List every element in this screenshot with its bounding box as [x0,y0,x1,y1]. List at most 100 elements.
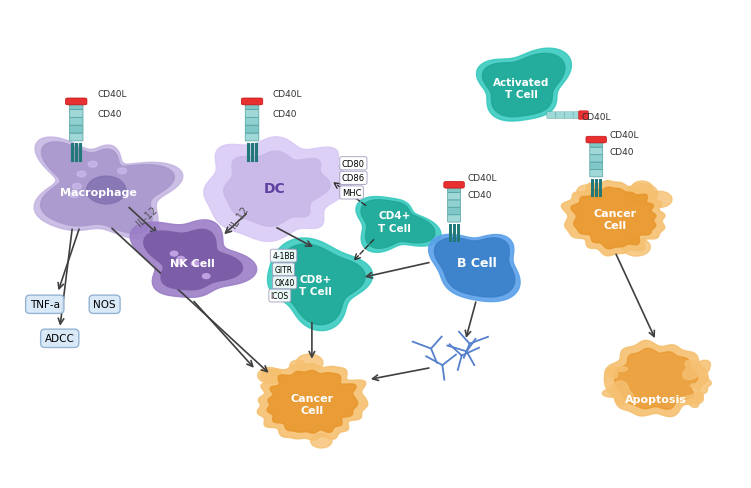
FancyBboxPatch shape [448,201,460,208]
Circle shape [118,168,127,174]
FancyBboxPatch shape [69,134,83,142]
FancyBboxPatch shape [241,99,263,105]
Polygon shape [561,181,665,256]
Polygon shape [204,138,351,242]
FancyBboxPatch shape [578,112,589,120]
Polygon shape [605,341,708,417]
Polygon shape [690,376,711,394]
Text: CD40L: CD40L [468,174,497,183]
Circle shape [88,162,97,168]
Polygon shape [605,366,628,379]
Polygon shape [434,238,515,297]
FancyBboxPatch shape [69,118,83,126]
FancyBboxPatch shape [448,215,460,223]
Text: Activated
T Cell: Activated T Cell [493,78,550,100]
Polygon shape [267,239,372,331]
Circle shape [77,172,86,178]
Polygon shape [571,188,656,249]
FancyBboxPatch shape [590,148,603,155]
Circle shape [290,361,306,371]
Text: CD40: CD40 [468,191,492,200]
Text: CD40: CD40 [273,109,297,119]
Text: IL-12: IL-12 [228,204,250,230]
Circle shape [626,184,658,204]
Text: CD8+
T Cell: CD8+ T Cell [299,274,332,296]
Polygon shape [602,381,633,405]
Ellipse shape [86,177,125,204]
Polygon shape [267,370,357,433]
Circle shape [647,192,672,208]
Text: Cancer
Cell: Cancer Cell [593,208,637,231]
Circle shape [176,260,183,264]
Circle shape [203,274,210,279]
Circle shape [177,257,185,262]
FancyBboxPatch shape [246,110,259,118]
FancyBboxPatch shape [69,110,83,118]
Text: TNF-a: TNF-a [30,300,60,310]
Polygon shape [683,361,710,380]
Circle shape [632,182,653,195]
Text: NOS: NOS [93,300,116,310]
Circle shape [577,185,597,199]
Text: CD4+
T Cell: CD4+ T Cell [378,211,411,233]
FancyBboxPatch shape [65,99,87,105]
FancyBboxPatch shape [448,193,460,201]
Text: GITR: GITR [274,265,293,274]
FancyBboxPatch shape [448,185,460,193]
FancyBboxPatch shape [564,113,573,119]
Circle shape [192,262,199,266]
Text: B Cell: B Cell [457,257,496,270]
Text: ADCC: ADCC [45,334,74,344]
Text: IL-12: IL-12 [134,204,159,227]
Polygon shape [677,393,704,407]
Text: Apoptosis: Apoptosis [625,394,687,404]
Text: NK Cell: NK Cell [170,259,215,268]
Text: OX40: OX40 [274,278,295,287]
Text: MHC: MHC [342,188,361,198]
Circle shape [72,184,81,190]
Polygon shape [356,197,441,253]
Text: Cancer
Cell: Cancer Cell [291,393,333,415]
FancyBboxPatch shape [590,170,603,178]
Text: ICOS: ICOS [271,291,289,301]
Polygon shape [429,235,520,302]
Text: CD80: CD80 [342,160,365,168]
Polygon shape [614,348,698,409]
Text: 4-1BB: 4-1BB [273,252,295,261]
Text: CD40: CD40 [97,109,122,119]
FancyBboxPatch shape [246,126,259,134]
Polygon shape [274,244,365,325]
Polygon shape [361,201,435,249]
Circle shape [170,252,178,257]
Text: DC: DC [264,181,285,195]
Text: CD40L: CD40L [97,90,127,99]
Circle shape [311,434,332,448]
Text: CD40L: CD40L [273,90,303,99]
FancyBboxPatch shape [556,113,565,119]
FancyBboxPatch shape [590,155,603,163]
Polygon shape [41,142,174,234]
FancyBboxPatch shape [69,102,83,110]
Polygon shape [258,364,368,440]
Polygon shape [476,49,572,122]
FancyBboxPatch shape [590,163,603,170]
Text: CD40L: CD40L [581,112,611,122]
FancyBboxPatch shape [246,118,259,126]
FancyBboxPatch shape [573,113,582,119]
Text: CD40L: CD40L [610,130,639,139]
Circle shape [261,369,281,383]
Polygon shape [130,221,257,298]
FancyBboxPatch shape [586,137,607,143]
Circle shape [70,192,79,198]
Text: CD40: CD40 [610,147,634,156]
FancyBboxPatch shape [69,126,83,134]
FancyBboxPatch shape [590,141,603,148]
FancyBboxPatch shape [448,208,460,215]
FancyBboxPatch shape [444,182,464,189]
Circle shape [258,368,282,384]
FancyBboxPatch shape [547,113,556,119]
FancyBboxPatch shape [246,102,259,110]
Polygon shape [143,230,243,290]
Text: Macrophage: Macrophage [60,188,137,198]
Polygon shape [34,138,182,239]
